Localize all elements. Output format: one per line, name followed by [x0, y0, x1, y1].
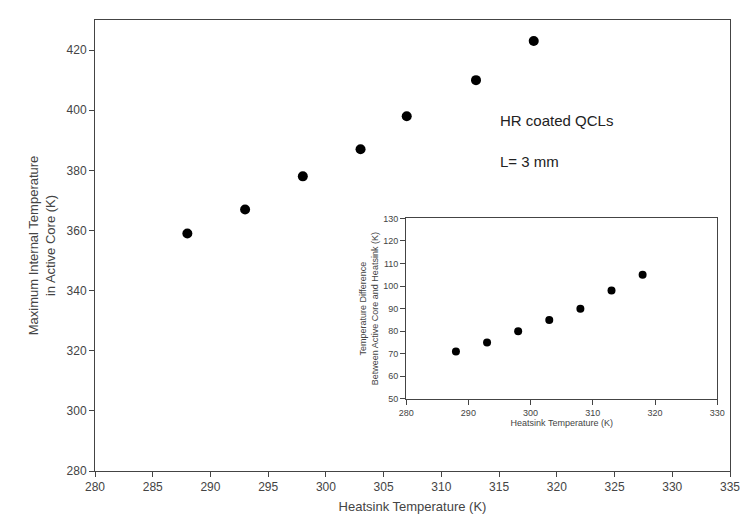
svg-text:280: 280 [67, 464, 87, 478]
svg-text:310: 310 [585, 408, 600, 418]
svg-text:295: 295 [258, 480, 278, 494]
svg-text:330: 330 [710, 408, 725, 418]
svg-text:300: 300 [523, 408, 538, 418]
svg-text:50: 50 [388, 394, 398, 404]
svg-text:380: 380 [67, 164, 87, 178]
svg-text:280: 280 [85, 480, 105, 494]
svg-text:130: 130 [383, 214, 398, 224]
svg-text:340: 340 [67, 284, 87, 298]
svg-text:300: 300 [316, 480, 336, 494]
svg-text:330: 330 [662, 480, 682, 494]
svg-text:L= 3 mm: L= 3 mm [500, 153, 559, 170]
svg-text:320: 320 [547, 480, 567, 494]
svg-text:80: 80 [388, 326, 398, 336]
svg-text:110: 110 [384, 259, 398, 269]
svg-text:120: 120 [383, 236, 398, 246]
svg-text:90: 90 [388, 304, 398, 314]
svg-text:Heatsink Temperature (K): Heatsink Temperature (K) [339, 499, 487, 514]
svg-text:300: 300 [67, 404, 87, 418]
svg-text:60: 60 [388, 371, 398, 381]
svg-text:290: 290 [461, 408, 476, 418]
svg-text:290: 290 [200, 480, 220, 494]
svg-text:70: 70 [388, 349, 398, 359]
svg-text:100: 100 [383, 281, 398, 291]
svg-text:315: 315 [489, 480, 509, 494]
svg-text:360: 360 [67, 224, 87, 238]
svg-text:HR coated QCLs: HR coated QCLs [500, 112, 613, 129]
svg-text:400: 400 [67, 103, 87, 117]
svg-text:Maximum Internal Temperaturein: Maximum Internal Temperaturein Active Co… [26, 156, 58, 336]
svg-text:320: 320 [67, 344, 87, 358]
svg-text:Temperature DifferenceBetween: Temperature DifferenceBetween Active Cor… [358, 232, 380, 385]
svg-text:285: 285 [143, 480, 163, 494]
svg-text:325: 325 [605, 480, 625, 494]
svg-text:420: 420 [67, 43, 87, 57]
svg-text:Heatsink Temperature (K): Heatsink Temperature (K) [511, 418, 613, 428]
svg-text:335: 335 [720, 480, 740, 494]
svg-text:310: 310 [431, 480, 451, 494]
svg-text:280: 280 [399, 408, 414, 418]
svg-text:320: 320 [648, 408, 663, 418]
svg-text:305: 305 [374, 480, 394, 494]
